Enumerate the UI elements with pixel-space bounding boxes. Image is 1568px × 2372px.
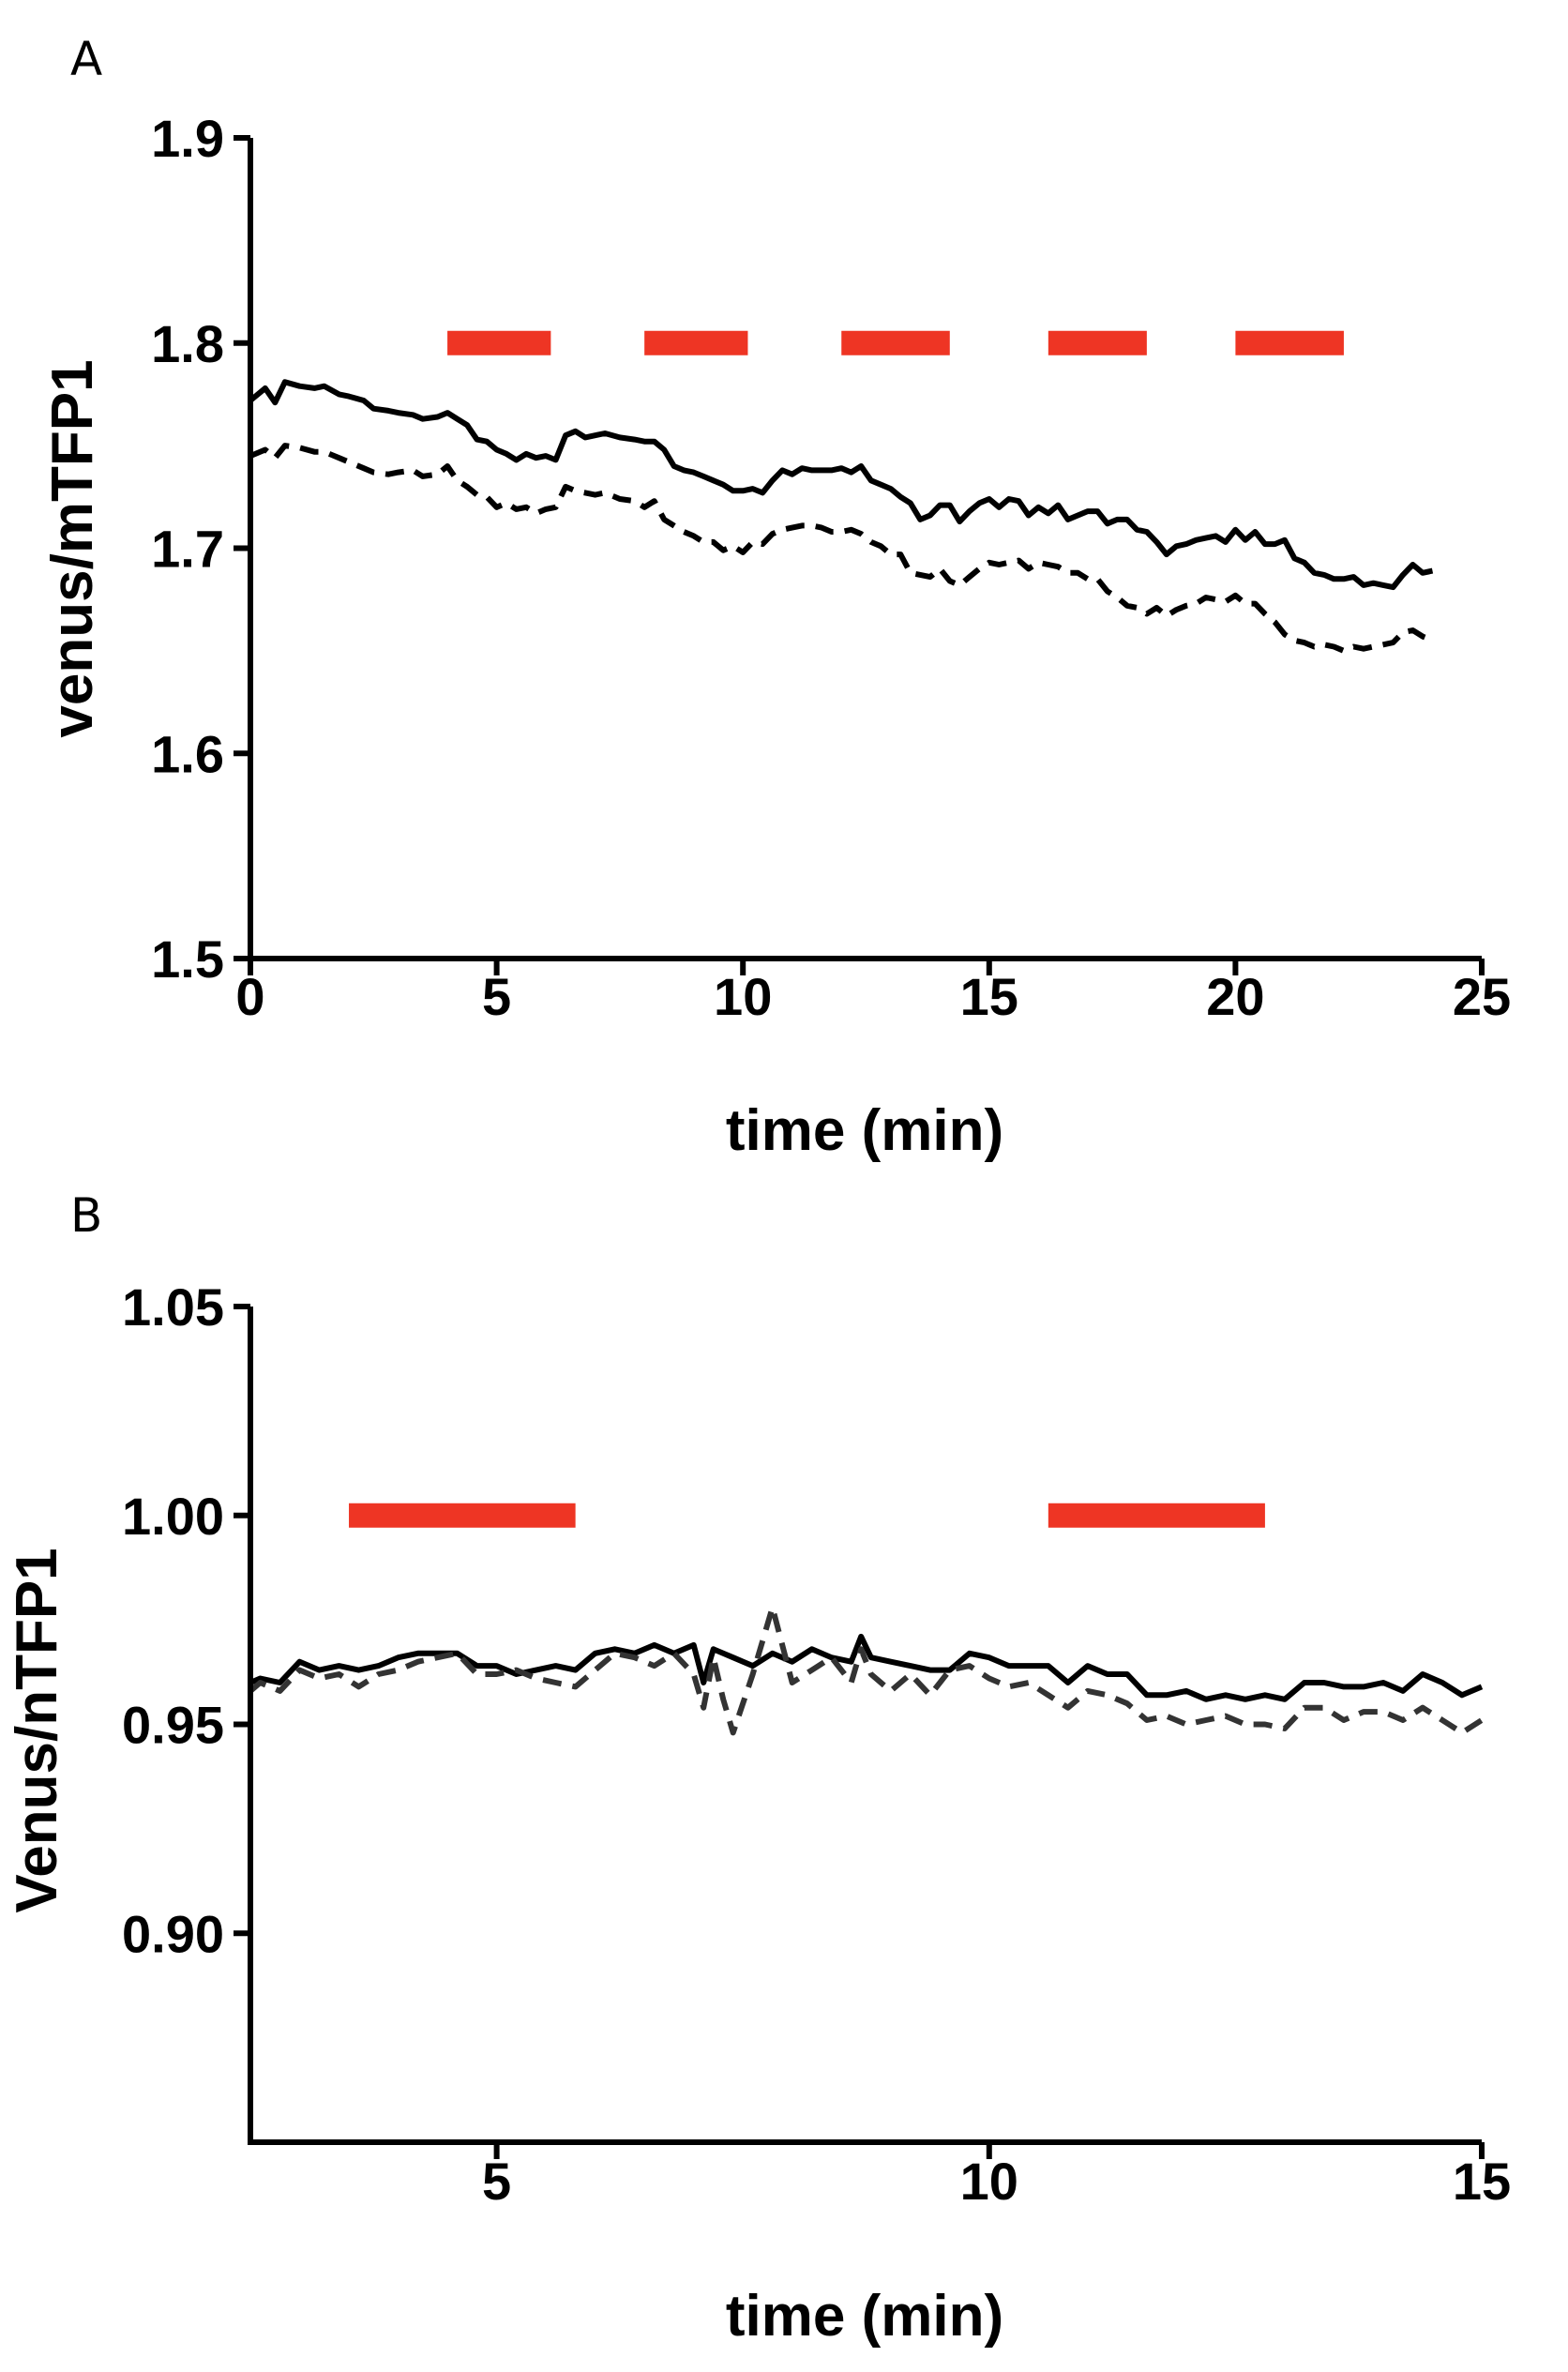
x-tick-label: 15 (960, 967, 1018, 1026)
y-tick-label: 1.8 (151, 314, 224, 373)
y-tick-label: 1.9 (151, 109, 224, 168)
y-tick-label: 1.7 (151, 520, 224, 579)
stimulus-bar (841, 330, 950, 355)
y-tick-label: 1.00 (122, 1487, 224, 1546)
stimulus-bar (1048, 330, 1147, 355)
panel-b-y-ticks: 0.90 0.95 1.00 1.05 (122, 1277, 250, 1963)
panel-b-letter: B (70, 1188, 102, 1243)
solid-series-line (249, 1633, 1484, 1702)
x-tick-label: 20 (1206, 967, 1264, 1026)
panel-b-stimulus-bars (349, 1503, 1265, 1528)
stimulus-bar (1235, 330, 1344, 355)
y-tick-label: 1.05 (122, 1277, 224, 1337)
x-tick-label: 10 (714, 967, 772, 1026)
panel-b-x-ticks: 5 10 15 (482, 2142, 1511, 2211)
panel-b-y-axis-title: Venus/nTFP1 (5, 1548, 69, 1912)
x-tick-label: 15 (1453, 2152, 1511, 2211)
solid-series-line (249, 379, 1434, 591)
panel-a-x-axis-title: time (min) (726, 1098, 1003, 1163)
x-tick-label: 0 (235, 967, 264, 1026)
stimulus-bar (644, 330, 748, 355)
x-tick-label: 5 (482, 967, 511, 1026)
panel-a: A 1.51.61.71.81.9 0 5 10 15 20 25 time (min) … (40, 32, 1511, 1163)
panel-a-y-axis-title: venus/mTFP1 (40, 359, 105, 737)
panel-b-series (249, 1604, 1484, 1736)
panel-a-stimulus-bars (447, 330, 1344, 355)
stimulus-bar (1048, 1503, 1265, 1528)
x-tick-label: 10 (960, 2152, 1018, 2211)
panel-a-letter: A (70, 32, 102, 86)
panel-a-x-ticks: 0 5 10 15 20 25 (235, 959, 1511, 1026)
y-tick-label: 1.6 (151, 724, 224, 783)
stimulus-bar (349, 1503, 576, 1528)
panel-a-y-ticks: 1.5 1.6 1.7 1.8 1.9 (151, 109, 250, 989)
stimulus-bar (447, 330, 551, 355)
panel-a-series (249, 379, 1434, 654)
dashed-series-line (249, 443, 1434, 654)
x-tick-label: 5 (482, 2152, 511, 2211)
panel-b: B 0.90 0.95 1.00 1.05 5 10 15 time (min) Venu… (5, 1188, 1511, 2349)
y-tick-label: 0.95 (122, 1696, 224, 1755)
panel-b-x-axis-title: time (min) (726, 2284, 1003, 2349)
y-tick-label: 1.5 (151, 929, 224, 989)
x-tick-label: 25 (1453, 967, 1511, 1026)
dashed-series-line (249, 1604, 1484, 1736)
y-tick-label: 0.90 (122, 1904, 224, 1963)
